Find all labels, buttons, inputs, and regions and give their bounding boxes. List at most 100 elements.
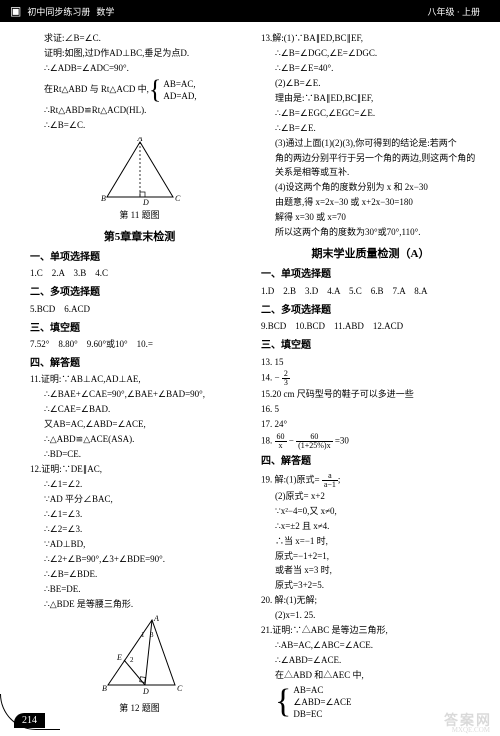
section-title: 第5章章末检测 [30, 229, 249, 246]
text-line: 13.解:(1)∵BA∥ED,BC∥EF, [261, 32, 480, 46]
section-title: 期末学业质量检测（A） [261, 246, 480, 263]
text-line: ∴x=±2 且 x≠4. [261, 520, 480, 534]
text-line: ∴∠B=∠BDE. [30, 568, 249, 582]
figure-11: A B D C 第 11 题图 [30, 137, 249, 223]
label: 19. 解:(1)原式= [261, 474, 320, 484]
text-line: 20. 解:(1)无解; [261, 594, 480, 608]
text-line: ∴BD=CE. [30, 448, 249, 462]
answer-line: 15.20 cm 尺码型号的鞋子可以多进一些 [261, 388, 480, 402]
figure-caption: 第 11 题图 [119, 209, 159, 223]
text-line: AB=AC, [163, 78, 196, 90]
page-number: 214 [14, 713, 45, 728]
op: − [289, 436, 296, 446]
text-line: 在Rt△ABD 与 Rt△ACD 中, [44, 83, 149, 97]
triangle-figure-icon: A 1 3 2 E B D C [90, 615, 190, 700]
svg-text:B: B [102, 684, 107, 693]
text-line: AB=AC [293, 684, 351, 696]
text-line: (2)原式= x+2 [261, 490, 480, 504]
text-line: ∴∠CAE=∠BAD. [30, 403, 249, 417]
triangle-figure-icon: A B D C [95, 137, 185, 207]
left-brace-icon: { [275, 685, 291, 719]
text-line: ∴∠B=∠E. [261, 122, 480, 136]
subsection: 三、填空题 [30, 321, 249, 337]
text-line: AD=AD, [163, 90, 196, 102]
denominator: 3 [282, 379, 290, 387]
text-line: 证明:如图,过D作AD⊥BC,垂足为点D. [30, 47, 249, 61]
answer-line: 1.D 2.B 3.D 4.A 5.C 6.B 7.A 8.A [261, 285, 480, 299]
text-line: ∴∠2+∠B=90°,∠3+∠BDE=90°. [30, 553, 249, 567]
subsection: 二、多项选择题 [261, 303, 480, 319]
text-line: ∴∠B=∠DGC,∠E=∠DGC. [261, 47, 480, 61]
answer-line: 18. 60 x − 60 (1+25%)x =30 [261, 433, 480, 450]
series-title: 初中同步练习册 [27, 5, 90, 18]
answer-line: 13. 15 [261, 356, 480, 370]
text-line: 原式=3+2=5. [261, 579, 480, 593]
text-line: (4)设这两个角的度数分别为 x 和 2x−30 [261, 181, 480, 195]
text-line: ∴BE=DE. [30, 583, 249, 597]
text-line: 21.证明:∵△ABC 是等边三角形, [261, 624, 480, 638]
text-line: ∴∠B=∠EGC,∠EGC=∠E. [261, 107, 480, 121]
svg-text:D: D [142, 198, 149, 207]
svg-text:3: 3 [150, 631, 154, 639]
answer-line: 5.BCD 6.ACD [30, 303, 249, 317]
svg-text:A: A [153, 615, 159, 623]
text-line: ∵x²−4=0,又 x≠0, [261, 505, 480, 519]
subsection: 二、多项选择题 [30, 285, 249, 301]
text-line: ∴Rt△ABD≌Rt△ACD(HL). [30, 104, 249, 118]
subsection: 一、单项选择题 [261, 267, 480, 283]
answer-line: 14. − 2 3 [261, 370, 480, 387]
brace-block: { AB=AC, AD=AD, [149, 77, 197, 103]
text-line: 原式=−1+2=1, [261, 550, 480, 564]
fraction: 60 x [275, 433, 287, 450]
header-left: ▣ 初中同步练习册 数学 [10, 4, 114, 19]
text-line: (3)通过上面(1)(2)(3),你可得到的结论是:若两个 [261, 137, 480, 151]
text-line: 又AB=AC,∠ABD=∠ACE, [30, 418, 249, 432]
svg-text:C: C [175, 194, 181, 203]
page-header: ▣ 初中同步练习册 数学 八年级 · 上册 [0, 0, 500, 22]
answer-line: 17. 24° [261, 418, 480, 432]
answer-line: 1.C 2.A 3.B 4.C [30, 267, 249, 281]
text-line: ∠ABD=∠ACE [293, 696, 351, 708]
figure-caption: 第 12 题图 [119, 702, 160, 716]
page-content: 求证:∠B=∠C. 证明:如图,过D作AD⊥BC,垂足为点D. ∴∠ADB=∠A… [0, 22, 500, 721]
text-line: ∴∠2=∠3. [30, 523, 249, 537]
text-line: ∴△BDE 是等腰三角形. [30, 598, 249, 612]
svg-text:D: D [142, 687, 149, 696]
text-line: ∵AD 平分∠BAC, [30, 493, 249, 507]
label: 18. [261, 436, 275, 446]
text-line: 由题意,得 x=2x−30 或 x+2x−30=180 [261, 196, 480, 210]
text-line: 所以这两个角的度数为30°或70°,110°. [261, 226, 480, 240]
denominator: (1+25%)x [296, 442, 333, 450]
svg-text:2: 2 [130, 656, 134, 664]
right-column: 13.解:(1)∵BA∥ED,BC∥EF, ∴∠B=∠DGC,∠E=∠DGC. … [261, 32, 480, 721]
text-line: ∴当 x=−1 时, [261, 535, 480, 549]
svg-text:C: C [177, 684, 183, 693]
grade: 八年级 · 上册 [428, 5, 481, 18]
text-line: ∴△ABD≌△ACE(ASA). [30, 433, 249, 447]
subsection: 四、解答题 [30, 356, 249, 372]
subsection: 一、单项选择题 [30, 250, 249, 266]
subsection: 四、解答题 [261, 454, 480, 470]
svg-text:E: E [116, 653, 122, 662]
fraction: 2 3 [282, 370, 290, 387]
text-line: 11.证明:∵AB⊥AC,AD⊥AE, [30, 373, 249, 387]
book-icon: ▣ [10, 4, 21, 19]
text-line: ∴∠1=∠2. [30, 478, 249, 492]
fraction: a a−1 [322, 472, 338, 489]
left-column: 求证:∠B=∠C. 证明:如图,过D作AD⊥BC,垂足为点D. ∴∠ADB=∠A… [30, 32, 249, 721]
answer-line: 7.52° 8.80° 9.60°或10° 10.= [30, 338, 249, 352]
text-line: 角的两边分别平行于另一个角的两边,则这两个角的 [261, 152, 480, 166]
text-line: DB=EC [293, 708, 351, 720]
answer-line: 16. 5 [261, 403, 480, 417]
figure-12: A 1 3 2 E B D C 第 12 题图 [30, 615, 249, 716]
text-line: ∴∠ADB=∠ADC=90°. [30, 62, 249, 76]
answer-line: 9.BCD 10.BCD 11.ABD 12.ACD [261, 320, 480, 334]
tail: =30 [335, 436, 349, 446]
svg-text:B: B [101, 194, 106, 203]
text-line: 在Rt△ABD 与 Rt△ACD 中, { AB=AC, AD=AD, [30, 77, 249, 103]
text-line: 在△ABD 和△AEC 中, [261, 669, 480, 683]
text-line: ∴∠B=∠C. [30, 119, 249, 133]
fraction: 60 (1+25%)x [296, 433, 333, 450]
text-line: (2)x=1. 25. [261, 609, 480, 623]
text-line: 或者当 x=3 时, [261, 564, 480, 578]
